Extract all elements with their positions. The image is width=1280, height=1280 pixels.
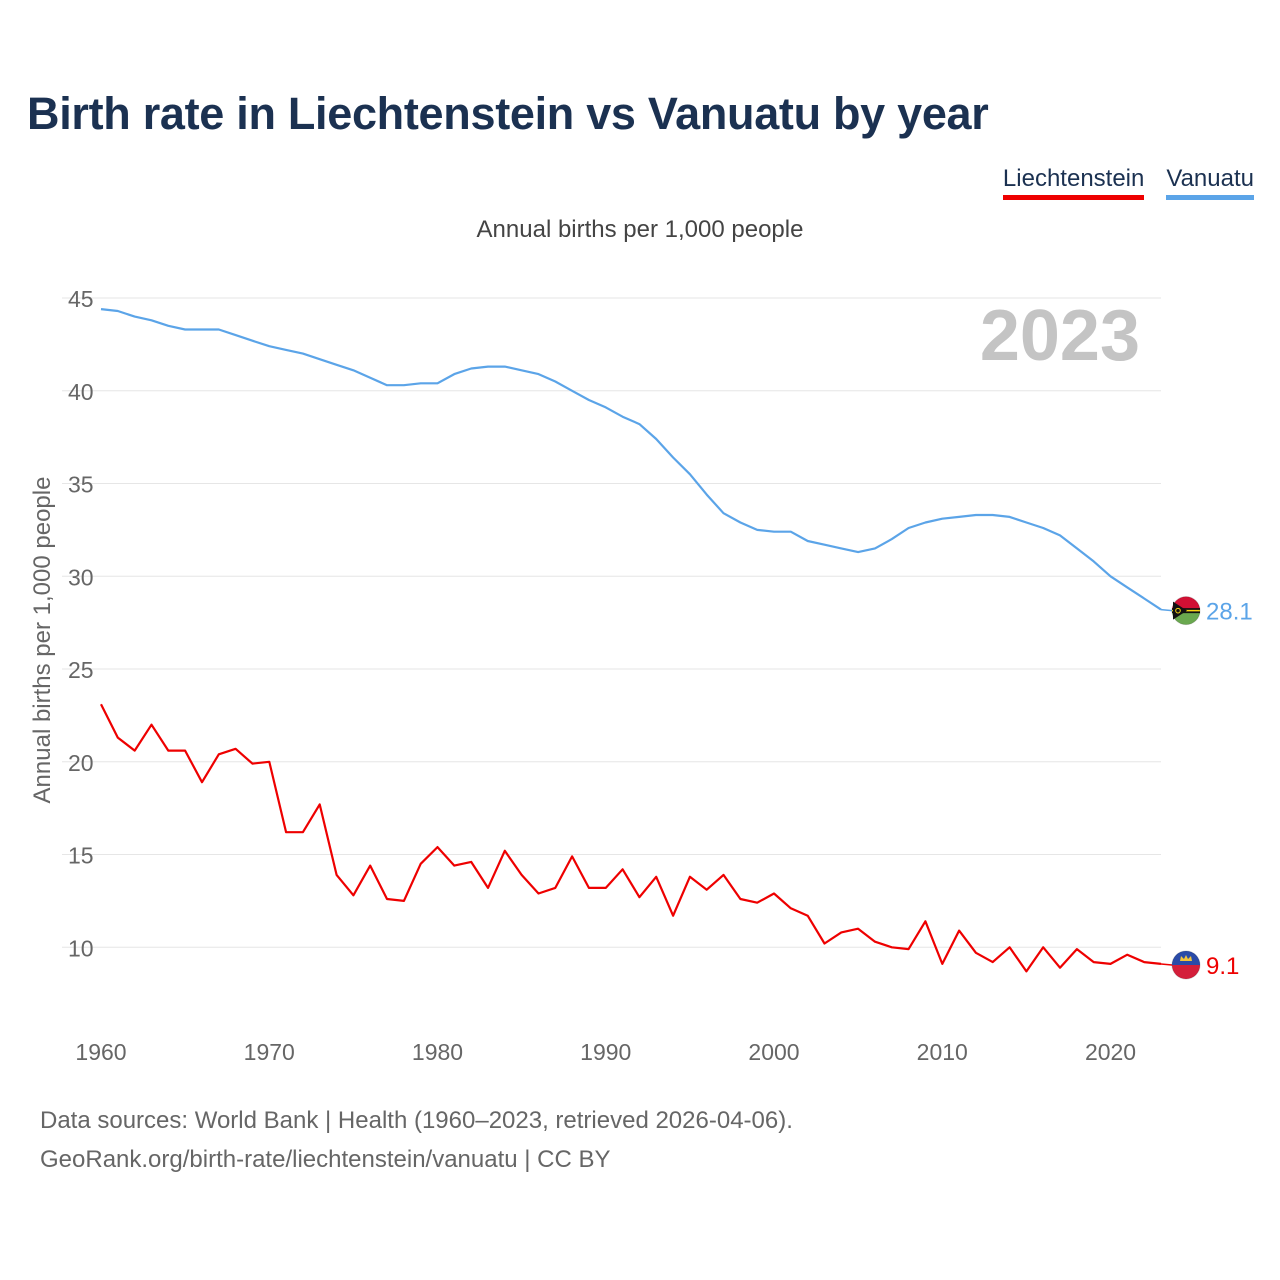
gridlines (62, 297, 1161, 948)
legend-item-liechtenstein[interactable]: Liechtenstein (1002, 165, 1145, 200)
liechtenstein-flag-icon (1171, 950, 1201, 980)
leader-line-liechtenstein (1160, 963, 1173, 966)
source-line-2[interactable]: GeoRank.org/birth-rate/liechtenstein/van… (40, 1146, 611, 1173)
x-axis-ticks: 1960 1970 1980 1990 2000 2010 2020 (75, 1039, 1136, 1065)
end-value-label-liechtenstein: 9.1 (1206, 953, 1239, 980)
x-tick-label: 2020 (1085, 1039, 1136, 1065)
series-line-liechtenstein[interactable] (100, 703, 1162, 973)
line-chart: 10 15 20 25 30 35 40 45 1960 1970 1980 1990 2000 201… (62, 286, 1253, 1065)
end-value-label-vanuatu: 28.1 (1206, 599, 1253, 626)
y-tick-label: 25 (68, 657, 94, 683)
source-line-1: Data sources: World Bank | Health (1960–… (40, 1107, 793, 1134)
y-tick-label: 20 (68, 750, 94, 776)
year-watermark: 2023 (980, 296, 1140, 376)
chart-title: Birth rate in Liechtenstein vs Vanuatu b… (27, 88, 989, 139)
x-tick-label: 1970 (244, 1039, 295, 1065)
series-lines (100, 308, 1162, 973)
y-tick-label: 40 (68, 379, 94, 405)
y-axis-ticks: 10 15 20 25 30 35 40 45 (68, 286, 94, 961)
x-tick-label: 1990 (580, 1039, 631, 1065)
legend: Liechtenstein Vanuatu (1002, 165, 1254, 200)
y-tick-label: 45 (68, 286, 94, 312)
leader-line-vanuatu (1160, 608, 1173, 612)
series-end-markers: 28.1 9.1 (1160, 596, 1253, 980)
x-tick-label: 1980 (412, 1039, 463, 1065)
x-tick-label: 1960 (75, 1039, 126, 1065)
y-tick-label: 15 (68, 843, 94, 869)
legend-item-vanuatu[interactable]: Vanuatu (1166, 165, 1254, 200)
y-tick-label: 35 (68, 472, 94, 498)
chart-subtitle: Annual births per 1,000 people (476, 216, 804, 243)
vanuatu-flag-icon (1171, 596, 1201, 626)
x-tick-label: 2000 (748, 1039, 799, 1065)
series-line-vanuatu[interactable] (100, 308, 1162, 611)
y-tick-label: 30 (68, 564, 94, 590)
x-tick-label: 2010 (917, 1039, 968, 1065)
y-tick-label: 10 (68, 935, 94, 961)
